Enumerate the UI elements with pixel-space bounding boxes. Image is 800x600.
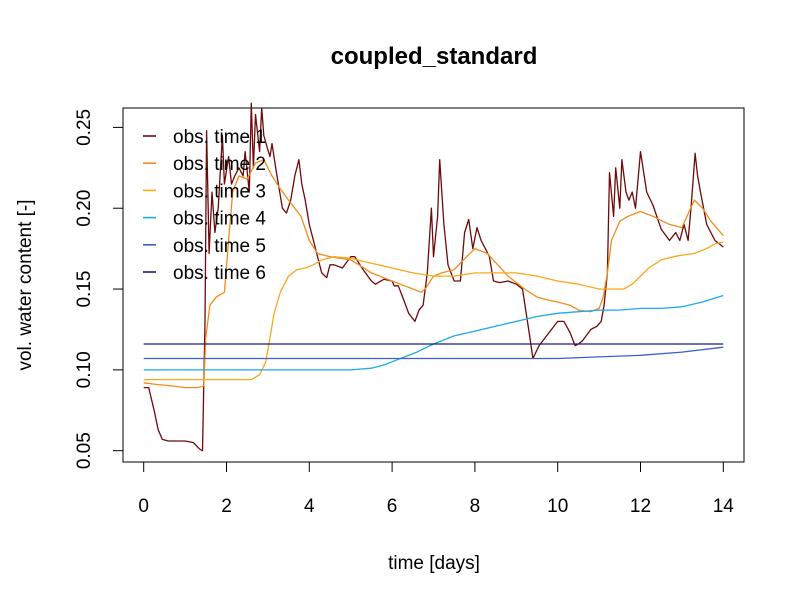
series-line-2 (143, 159, 724, 389)
series-layer (143, 102, 724, 452)
x-tick-label: 0 (138, 496, 149, 517)
y-axis-label: vol. water content [-] (15, 199, 36, 370)
y-tick-label: 0.10 (74, 351, 95, 388)
series-line-4 (143, 294, 724, 371)
legend-label: obs. time 1 (173, 127, 266, 148)
chart-title: coupled_standard (331, 43, 538, 70)
x-tick-label: 14 (713, 496, 735, 517)
legend-label: obs. time 2 (173, 154, 266, 175)
y-tick-label: 0.15 (74, 271, 95, 308)
y-axis: 0.05 0.10 0.15 0.20 0.25 (74, 109, 124, 469)
legend-label: obs. time 3 (173, 181, 266, 202)
series-line-5 (143, 346, 724, 360)
x-tick-label: 8 (470, 496, 481, 517)
x-tick-label: 2 (221, 496, 232, 517)
legend-label: obs. time 6 (173, 263, 266, 284)
y-tick-label: 0.20 (74, 190, 95, 227)
x-axis-label: time [days] (388, 553, 480, 574)
y-tick-label: 0.25 (74, 109, 95, 146)
legend: obs. time 1 obs. time 2 obs. time 3 obs. ti… (143, 127, 266, 284)
x-tick-label: 12 (630, 496, 651, 517)
x-axis: 0 2 4 6 8 10 12 14 (138, 461, 735, 517)
legend-label: obs. time 4 (173, 209, 266, 230)
legend-label: obs. time 5 (173, 236, 266, 257)
y-tick-label: 0.05 (74, 432, 95, 469)
x-tick-label: 4 (304, 496, 315, 517)
series-line-1 (143, 102, 724, 452)
x-tick-label: 6 (387, 496, 398, 517)
x-tick-label: 10 (547, 496, 568, 517)
series-line-3 (143, 241, 724, 381)
